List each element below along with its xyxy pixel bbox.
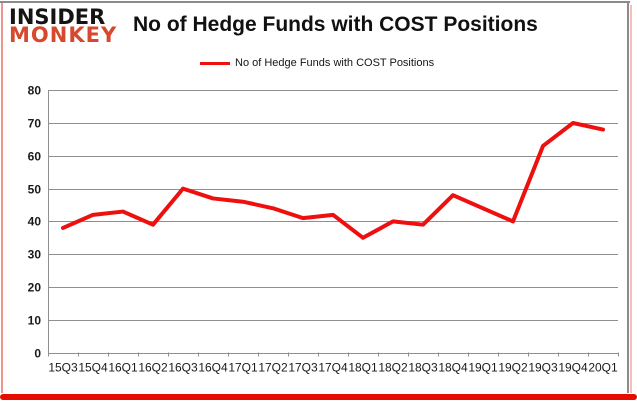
- svg-text:17Q3: 17Q3: [288, 361, 318, 375]
- logo-text-insider: INSIDER: [9, 4, 106, 30]
- frame-top-border: [0, 1, 630, 3]
- svg-text:18Q1: 18Q1: [348, 361, 378, 375]
- svg-text:17Q4: 17Q4: [318, 361, 348, 375]
- svg-text:18Q2: 18Q2: [378, 361, 408, 375]
- svg-text:40: 40: [28, 215, 42, 229]
- frame-left-glow: [1, 3, 3, 393]
- svg-text:19Q3: 19Q3: [528, 361, 558, 375]
- svg-text:20: 20: [28, 281, 42, 295]
- legend-line-marker: [200, 61, 230, 65]
- svg-text:16Q3: 16Q3: [168, 361, 198, 375]
- svg-text:80: 80: [28, 84, 42, 98]
- svg-text:19Q2: 19Q2: [498, 361, 528, 375]
- svg-text:0: 0: [34, 347, 41, 361]
- svg-text:20Q1: 20Q1: [588, 361, 618, 375]
- svg-text:16Q4: 16Q4: [198, 361, 228, 375]
- svg-text:60: 60: [28, 150, 42, 164]
- svg-text:30: 30: [28, 248, 42, 262]
- svg-text:15Q4: 15Q4: [78, 361, 108, 375]
- svg-text:17Q1: 17Q1: [228, 361, 258, 375]
- legend-label: No of Hedge Funds with COST Positions: [235, 57, 435, 69]
- svg-text:10: 10: [28, 314, 42, 328]
- frame-bottom-red-bar: [0, 394, 637, 400]
- svg-text:19Q1: 19Q1: [468, 361, 498, 375]
- insider-monkey-logo: INSIDER MONKEY: [9, 4, 118, 47]
- frame-right-glow: [630, 5, 632, 393]
- frame-right-border: [627, 1, 629, 393]
- svg-text:50: 50: [28, 183, 42, 197]
- logo-text-monkey: MONKEY: [9, 23, 118, 47]
- chart-legend: No of Hedge Funds with COST Positions: [200, 57, 434, 69]
- svg-text:15Q3: 15Q3: [48, 361, 78, 375]
- svg-text:18Q4: 18Q4: [438, 361, 468, 375]
- svg-text:17Q2: 17Q2: [258, 361, 288, 375]
- line-chart-canvas: 0 10 20 30 40 50 60 70 80 15Q3 15Q4 16Q1 16Q2 16Q3 16Q…: [28, 84, 619, 375]
- svg-text:70: 70: [28, 117, 42, 131]
- chart-title: No of Hedge Funds with COST Positions: [133, 13, 538, 36]
- svg-text:19Q4: 19Q4: [558, 361, 588, 375]
- svg-text:18Q3: 18Q3: [408, 361, 438, 375]
- svg-text:16Q1: 16Q1: [108, 361, 138, 375]
- svg-text:16Q2: 16Q2: [138, 361, 168, 375]
